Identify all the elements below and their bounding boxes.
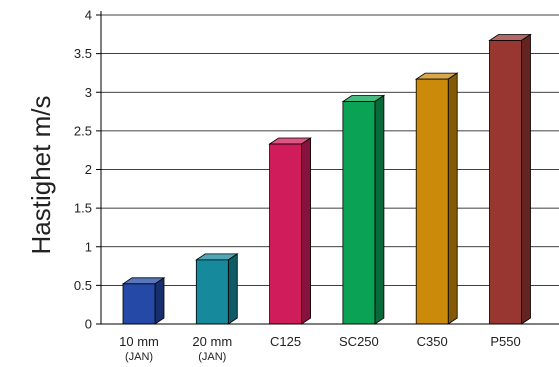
bar-side [521, 33, 531, 325]
bar-side [374, 94, 385, 325]
bar [414, 72, 459, 325]
x-tick-label: SC250 [339, 334, 379, 349]
y-tick-label: 4 [85, 8, 92, 23]
y-tick-label: 0 [85, 317, 92, 332]
y-tick-label: 1.5 [74, 201, 92, 216]
bar [121, 277, 166, 325]
bar-front [415, 78, 449, 325]
y-axis-ticks: 0 0.5 1 1.5 2 2.5 3 3.5 4 [74, 8, 101, 332]
bar-side [447, 72, 458, 325]
bar-side [301, 137, 312, 325]
x-tick-label: C350 [417, 334, 448, 349]
x-tick-sublabel: (JAN) [125, 351, 153, 363]
bar-front [122, 283, 156, 325]
bar-front [195, 259, 229, 325]
bars [121, 33, 532, 325]
x-tick-label: P550 [490, 334, 520, 349]
bar-front [269, 143, 303, 325]
x-tick-sublabel: (JAN) [198, 351, 226, 363]
bar [488, 33, 532, 325]
x-tick-label: C125 [270, 334, 301, 349]
x-axis-labels: 10 mm (JAN) 20 mm (JAN) C125 SC250 C350 P550 [119, 334, 521, 363]
y-axis-label: Hastighet m/s [26, 96, 56, 255]
axes [100, 11, 559, 325]
y-tick-label: 3.5 [74, 46, 92, 61]
bar-side [154, 277, 165, 325]
y-tick-label: 3 [85, 85, 92, 100]
y-tick-label: 2.5 [74, 123, 92, 138]
bar-front [489, 40, 522, 325]
x-tick-label: 10 mm [119, 334, 159, 349]
gridlines [101, 14, 559, 286]
y-tick-label: 1 [85, 239, 92, 254]
y-tick-label: 0.5 [74, 278, 92, 293]
x-tick-label: 20 mm [192, 334, 232, 349]
bar [341, 94, 386, 325]
bar [194, 253, 239, 325]
y-tick-label: 2 [85, 162, 92, 177]
bar [268, 137, 312, 325]
bar-front [342, 101, 376, 325]
bar-side [227, 253, 238, 325]
